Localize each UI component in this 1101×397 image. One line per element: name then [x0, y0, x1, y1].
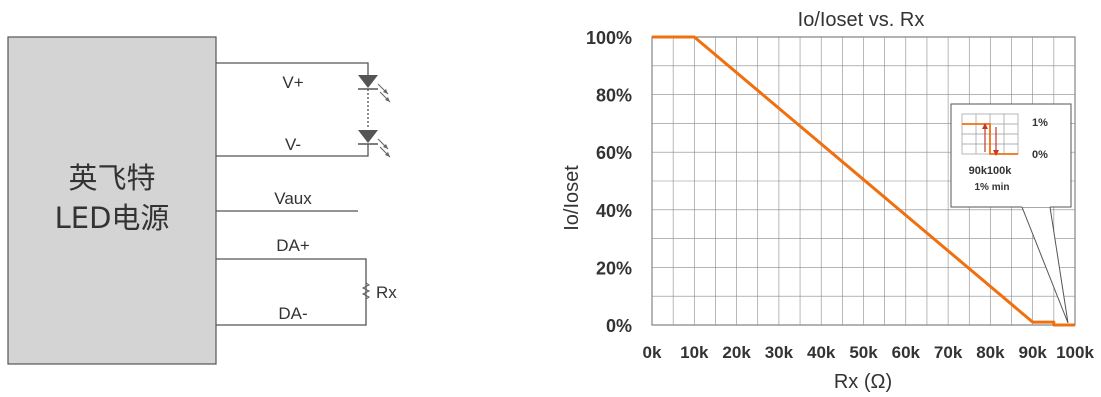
y-tick-label: 60% — [596, 143, 632, 163]
x-tick-label: 60k — [892, 343, 921, 362]
wire-vminus — [216, 144, 369, 157]
x-axis-label: Rx (Ω) — [834, 371, 892, 393]
led-icon — [358, 130, 391, 158]
x-tick-label: 40k — [807, 343, 836, 362]
x-tick-label: 90k — [1019, 343, 1048, 362]
y-tick-label: 40% — [596, 201, 632, 221]
circuit-diagram: 英飞特 LED电源 — [7, 36, 397, 365]
daplus-label: DA+ — [276, 236, 310, 255]
vaux-label: Vaux — [274, 189, 312, 208]
wire-vplus — [216, 62, 369, 75]
driver-name-text: 英飞特 — [68, 161, 155, 195]
y-tick-label: 0% — [606, 316, 632, 336]
inset-callout: 1% 0% 90k100k 1% min — [950, 103, 1072, 324]
x-tick-label: 50k — [849, 343, 878, 362]
grid — [651, 36, 1076, 326]
y-tick-label: 20% — [596, 258, 632, 278]
x-tick-label: 80k — [976, 343, 1005, 362]
vplus-label: V+ — [282, 73, 303, 92]
y-tick-label: 80% — [596, 86, 632, 106]
y-axis-label: Io/Ioset — [561, 165, 583, 231]
y-tick-label: 100% — [586, 28, 632, 48]
x-tick-label: 20k — [722, 343, 751, 362]
y-ticks: 0% 20% 40% 60% 80% 100% — [586, 28, 632, 336]
inset-0pct-label: 0% — [1032, 149, 1048, 161]
chart: Io/Ioset vs. Rx 0k 10k 20k 30k 40k 50k 60k 70k 8… — [561, 9, 1094, 393]
x-tick-label: 10k — [680, 343, 709, 362]
inset-x-label: 90k100k — [969, 165, 1013, 177]
series-line — [652, 35, 1075, 327]
led-icon — [358, 75, 391, 103]
inset-1pct-label: 1% — [1032, 117, 1048, 129]
resistor-icon — [361, 282, 371, 300]
x-tick-label: 30k — [765, 343, 794, 362]
x-tick-label: 0k — [643, 343, 662, 362]
chart-title: Io/Ioset vs. Rx — [798, 9, 925, 31]
rx-label: Rx — [376, 283, 397, 302]
x-ticks: 0k 10k 20k 30k 40k 50k 60k 70k 80k 90k 100k — [643, 343, 1095, 362]
inset-min-label: 1% min — [974, 182, 1009, 193]
driver-type-text: LED电源 — [55, 201, 170, 235]
vminus-label: V- — [285, 135, 301, 154]
daminus-label: DA- — [278, 304, 307, 323]
led-driver-box — [7, 36, 217, 365]
x-tick-label: 70k — [934, 343, 963, 362]
x-tick-label: 100k — [1056, 343, 1094, 362]
